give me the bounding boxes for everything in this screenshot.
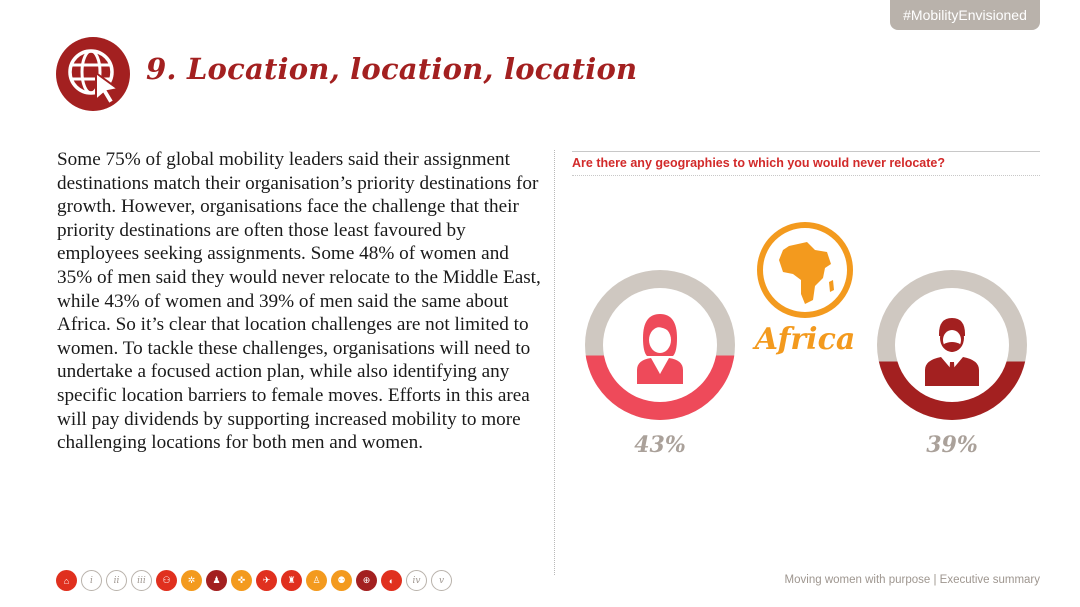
nav-home-icon[interactable]: ⌂: [56, 570, 77, 591]
nav-people-icon[interactable]: ⚇: [156, 570, 177, 591]
hashtag-badge: #MobilityEnvisioned: [890, 0, 1040, 30]
men-percent-label: 39%: [926, 432, 978, 458]
man-icon: [925, 318, 979, 386]
nav-section-i[interactable]: i: [81, 570, 102, 591]
nav-group-icon[interactable]: ⚉: [331, 570, 352, 591]
nav-section-iv[interactable]: iv: [406, 570, 427, 591]
section-navigation: ⌂ i ii iii ⚇ ✲ ♟ ✜ ✈ ♜ ♙ ⚉ ⊕ ◐ iv v: [56, 570, 452, 591]
nav-section-iii[interactable]: iii: [131, 570, 152, 591]
question-rule-bottom: [572, 175, 1040, 176]
nav-piggybank-icon[interactable]: ◐: [381, 570, 402, 591]
woman-icon: [637, 314, 683, 384]
women-ring-chart: [585, 270, 735, 420]
body-paragraph: Some 75% of global mobility leaders said…: [57, 149, 541, 454]
women-percent-label: 43%: [634, 432, 686, 458]
nav-globe-icon[interactable]: ⊕: [356, 570, 377, 591]
nav-section-v[interactable]: v: [431, 570, 452, 591]
africa-globe-icon: [757, 222, 853, 318]
men-ring-chart: [877, 270, 1027, 420]
nav-plane-icon[interactable]: ✈: [256, 570, 277, 591]
nav-figure-icon[interactable]: ♙: [306, 570, 327, 591]
nav-rocket-icon[interactable]: ♜: [281, 570, 302, 591]
nav-section-ii[interactable]: ii: [106, 570, 127, 591]
nav-puzzle-icon[interactable]: ✜: [231, 570, 252, 591]
nav-gears-icon[interactable]: ✲: [181, 570, 202, 591]
column-divider: [554, 150, 555, 575]
question-rule-top: [572, 151, 1040, 152]
footer-text: Moving women with purpose | Executive su…: [784, 574, 1040, 586]
survey-question: Are there any geographies to which you w…: [572, 156, 946, 170]
globe-cursor-icon: [56, 37, 130, 111]
region-label: Africa: [754, 322, 856, 357]
nav-person-icon[interactable]: ♟: [206, 570, 227, 591]
page-title: 9. Location, location, location: [146, 52, 638, 86]
